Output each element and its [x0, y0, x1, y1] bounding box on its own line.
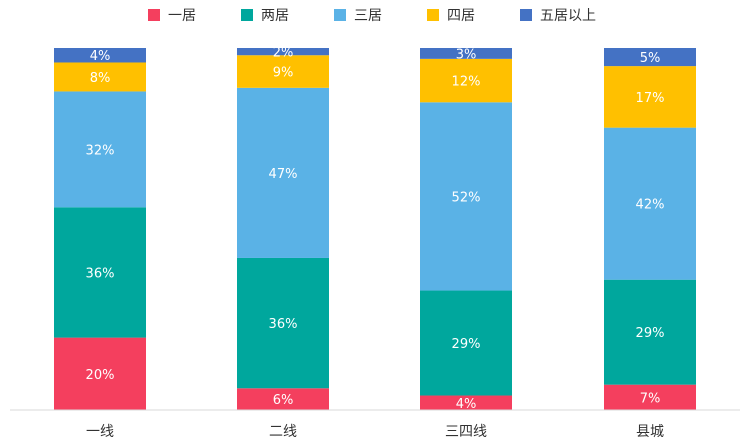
- data-label: 47%: [269, 167, 298, 182]
- data-label: 5%: [640, 51, 661, 66]
- bar-segment: [604, 66, 696, 128]
- bar-segment: [237, 48, 329, 56]
- data-label: 9%: [273, 66, 294, 81]
- x-tick-label: 县城: [636, 424, 664, 440]
- data-label: 36%: [269, 317, 298, 332]
- bar-segment: [420, 58, 512, 103]
- bar-segment: [54, 48, 146, 63]
- data-label: 17%: [636, 91, 665, 106]
- bar-segment: [54, 91, 146, 208]
- data-label: 2%: [273, 46, 294, 61]
- bar-stack-3: 4% 29% 52% 12% 3%: [420, 47, 512, 412]
- legend-item-5: 五居以上: [520, 8, 596, 24]
- legend-swatch: [148, 9, 160, 21]
- legend-label: 两居: [261, 8, 289, 24]
- bar-segment: [604, 279, 696, 385]
- data-label: 4%: [456, 397, 477, 412]
- bar-segment: [420, 395, 512, 410]
- bar-segment: [237, 388, 329, 410]
- legend-swatch: [334, 9, 346, 21]
- plot-area: 20% 36% 32% 8% 4% 6% 36% 47% 9% 2% 4% 29% 52% 12% 3% 7%…: [54, 46, 696, 412]
- x-axis-labels: 一线 二线 三四线 县城: [86, 424, 664, 440]
- data-label: 29%: [452, 337, 481, 352]
- data-label: 6%: [273, 393, 294, 408]
- data-label: 8%: [90, 71, 111, 86]
- legend-label: 一居: [168, 8, 196, 24]
- data-label: 36%: [86, 266, 115, 281]
- bar-segment: [420, 102, 512, 291]
- data-label: 3%: [456, 47, 477, 62]
- legend: 一居 两居 三居 四居 五居以上: [148, 8, 596, 24]
- bar-segment: [54, 207, 146, 338]
- bar-segment: [604, 48, 696, 67]
- legend-swatch: [427, 9, 439, 21]
- bar-segment: [237, 87, 329, 258]
- data-label: 32%: [86, 143, 115, 158]
- bar-segment: [604, 127, 696, 280]
- x-tick-label: 一线: [86, 424, 114, 440]
- legend-item-2: 两居: [241, 8, 289, 24]
- legend-item-1: 一居: [148, 8, 196, 24]
- bar-segment: [604, 384, 696, 410]
- data-label: 42%: [636, 198, 665, 213]
- data-label: 20%: [86, 368, 115, 383]
- x-tick-label: 二线: [269, 424, 297, 440]
- legend-label: 五居以上: [540, 8, 596, 24]
- data-label: 4%: [90, 49, 111, 64]
- bar-segment: [237, 257, 329, 389]
- legend-swatch: [520, 9, 532, 21]
- legend-item-4: 四居: [427, 8, 475, 24]
- legend-item-3: 三居: [334, 8, 382, 24]
- data-label: 7%: [640, 391, 661, 406]
- bar-segment: [54, 337, 146, 410]
- legend-swatch: [241, 9, 253, 21]
- bar-stack-4: 7% 29% 42% 17% 5%: [604, 48, 696, 410]
- bar-segment: [54, 62, 146, 92]
- legend-label: 三居: [354, 8, 382, 24]
- bar-stack-2: 6% 36% 47% 9% 2%: [237, 46, 329, 410]
- bar-segment: [420, 48, 512, 59]
- legend-label: 四居: [447, 8, 475, 24]
- bar-segment: [237, 55, 329, 88]
- x-tick-label: 三四线: [445, 424, 487, 440]
- data-label: 52%: [452, 190, 481, 205]
- bar-stack-1: 20% 36% 32% 8% 4%: [54, 48, 146, 410]
- data-label: 12%: [452, 75, 481, 90]
- data-label: 29%: [636, 326, 665, 341]
- bar-segment: [420, 290, 512, 396]
